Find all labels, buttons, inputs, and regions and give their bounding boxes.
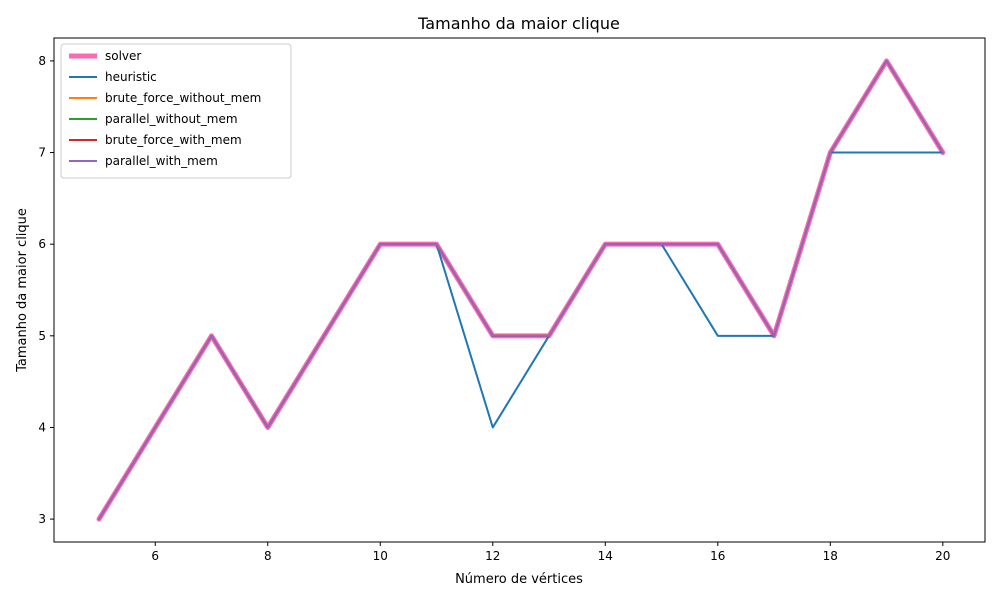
series-line-parallel-with-mem — [98, 59, 944, 521]
x-axis-label: Número de vértices — [455, 572, 583, 587]
y-tick-label: 6 — [38, 237, 46, 251]
legend-box — [60, 43, 292, 179]
x-tick-label: 8 — [264, 549, 272, 563]
x-tick-label: 16 — [710, 549, 725, 563]
y-tick-label: 5 — [38, 329, 46, 343]
x-tick-label: 6 — [151, 549, 159, 563]
x-tick-label: 18 — [823, 549, 838, 563]
legend-entry: brute_force_with_mem — [105, 133, 242, 147]
x-tick-label: 14 — [598, 549, 613, 563]
plot-frame — [53, 37, 986, 543]
x-tick-label: 10 — [373, 549, 388, 563]
legend-entry: parallel_without_mem — [105, 112, 238, 126]
chart-title: Tamanho da maior clique — [417, 14, 620, 33]
legend: solver heuristic brute_force_without_mempa… — [60, 43, 292, 179]
x-tick-label: 12 — [485, 549, 500, 563]
y-tick-label: 4 — [38, 420, 46, 434]
y-tick-label: 7 — [38, 146, 46, 160]
series-lines — [96, 58, 946, 522]
legend-entry: heuristic — [105, 70, 157, 84]
x-tick-label: 20 — [935, 549, 950, 563]
legend-entry: parallel_with_mem — [105, 154, 218, 168]
y-tick-label: 3 — [38, 512, 46, 526]
y-tick-label: 8 — [38, 54, 46, 68]
legend-entry: solver — [105, 49, 141, 63]
legend-entry: brute_force_without_mem — [105, 91, 261, 105]
y-axis-label: Tamanho da maior clique — [15, 208, 30, 373]
axes: 6 8 10 12 14 16 18 20 3 4 5 6 7 8 — [38, 54, 950, 563]
